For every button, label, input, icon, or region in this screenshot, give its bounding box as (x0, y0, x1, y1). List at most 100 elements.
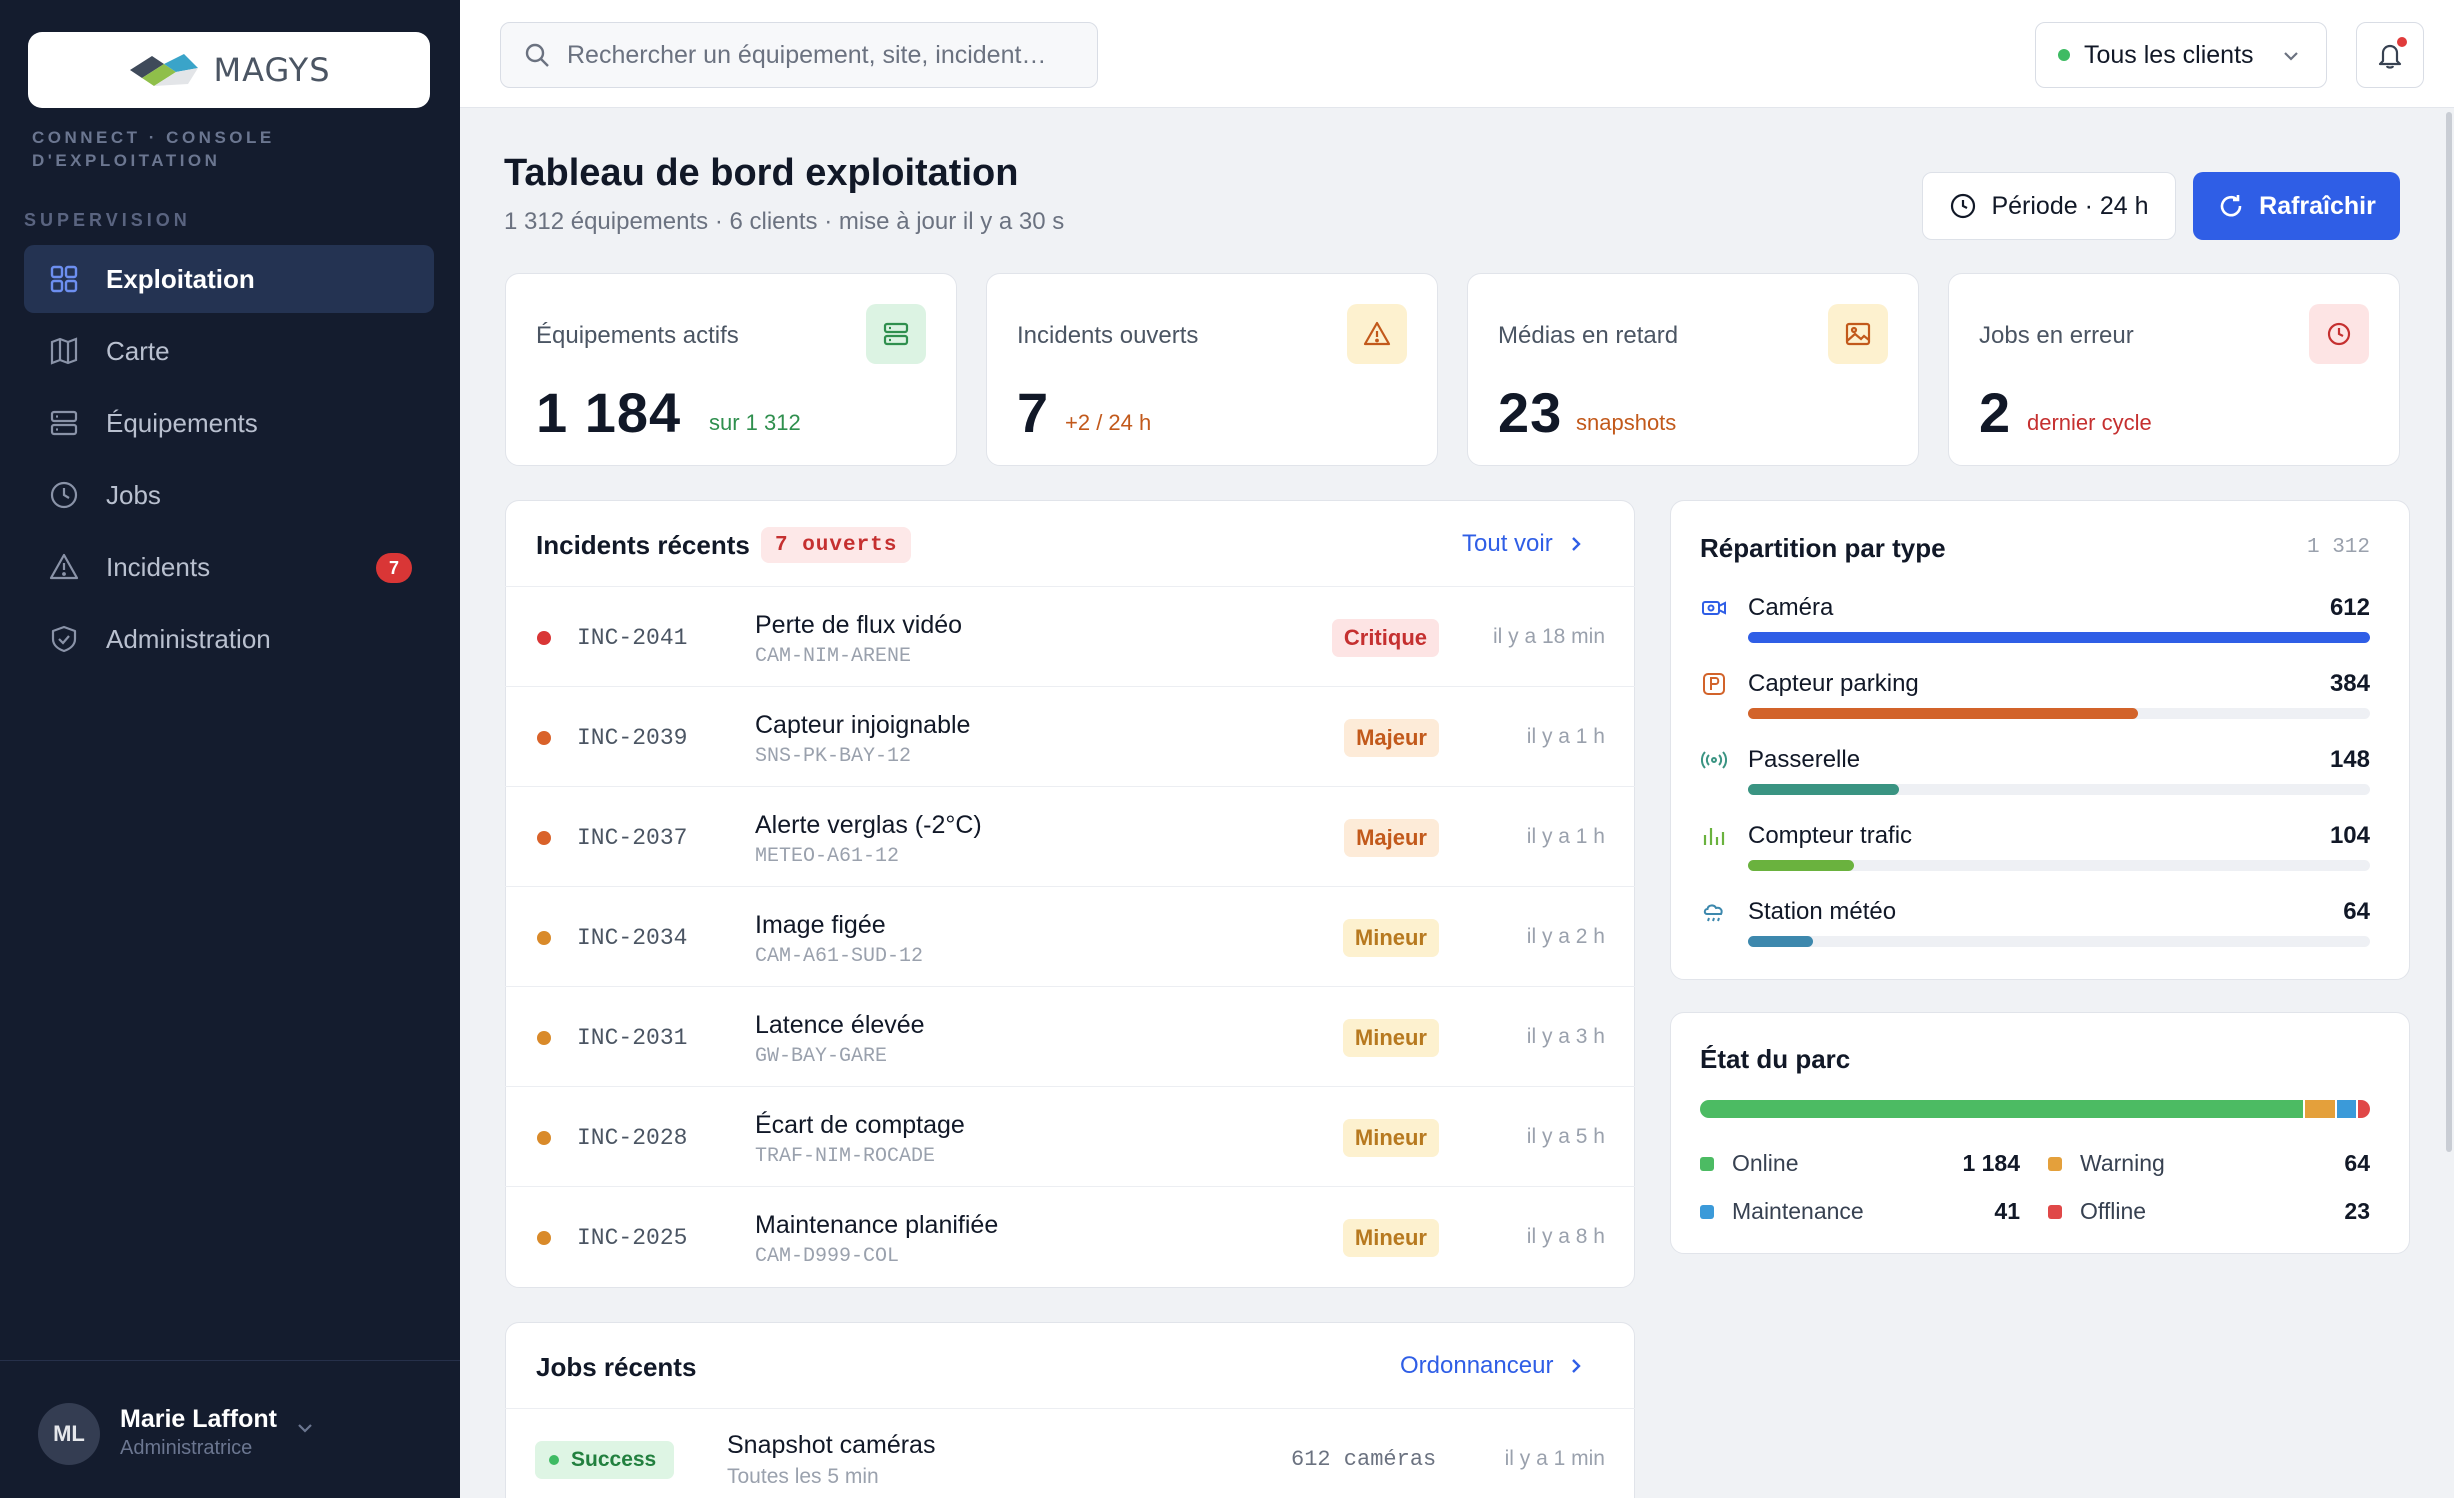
severity-dot (537, 1031, 551, 1045)
kpi-card-active-equipment[interactable]: Équipements actifs 1 184 sur 1 312 (505, 273, 957, 466)
severity-badge: Majeur (1344, 719, 1439, 757)
incidents-panel (505, 500, 1635, 1288)
legend-label: Maintenance (1732, 1198, 1864, 1224)
incident-code: INC-2041 (577, 625, 688, 651)
incident-asset: CAM-A61-SUD-12 (755, 945, 924, 968)
incident-title: Alerte verglas (-2°C) (755, 811, 982, 839)
kpi-card-late-media[interactable]: Médias en retard 23 snapshots (1467, 273, 1919, 466)
scheduler-link[interactable]: Ordonnanceur (1400, 1352, 1585, 1380)
kpi-card-open-incidents[interactable]: Incidents ouverts 7 +2 / 24 h (986, 273, 1438, 466)
type-bar-fill (1748, 632, 2370, 643)
parking-icon (1700, 670, 1728, 698)
legend-warning: Warning (2048, 1150, 2165, 1177)
sidebar-item-exploitation[interactable]: Exploitation (24, 245, 434, 313)
legend-swatch (1700, 1156, 1714, 1171)
legend-value: 23 (2344, 1198, 2370, 1224)
search-icon (525, 43, 549, 67)
jobs-title: Jobs récents (536, 1352, 697, 1382)
sidebar-item-incidents[interactable]: Incidents 7 (24, 533, 434, 601)
search-box[interactable] (500, 22, 1098, 88)
bell-icon (2378, 44, 2402, 69)
legend-online: Online (1700, 1150, 1798, 1177)
kpi-card-job-errors[interactable]: Jobs en erreur 2 dernier cycle (1948, 273, 2400, 466)
incident-row[interactable]: INC-2041 Perte de flux vidéo CAM-NIM-ARENE… (505, 586, 1635, 686)
sidebar-item-jobs[interactable]: Jobs (24, 461, 434, 529)
brand-logo[interactable]: MAGYS (28, 32, 430, 108)
client-filter-value: Tous les clients (2084, 40, 2254, 69)
legend-value: 64 (2344, 1150, 2370, 1176)
incident-row[interactable]: INC-2028 Écart de comptage TRAF-NIM-ROCADE… (505, 1086, 1635, 1186)
notifications-button[interactable] (2356, 22, 2424, 88)
incident-row[interactable]: INC-2031 Latence élevée GW-BAY-GARE Mineur i… (505, 986, 1635, 1086)
legend-label: Offline (2080, 1198, 2147, 1224)
type-row[interactable]: Station météo 64 (1700, 898, 2370, 962)
severity-badge: Critique (1331, 619, 1439, 657)
sidebar-item-administration[interactable]: Administration (24, 605, 434, 673)
sidebar-item-carte[interactable]: Carte (24, 317, 434, 385)
user-menu[interactable]: ML Marie Laffont Administratrice (0, 1360, 460, 1498)
see-all-incidents-link[interactable]: Tout voir (1462, 530, 1585, 558)
sidebar-item-equipements[interactable]: Équipements (24, 389, 434, 457)
type-row[interactable]: Capteur parking 384 (1700, 670, 2370, 734)
fleet-status-panel (1670, 1012, 2410, 1254)
kpi-value: 7 (1017, 381, 1050, 444)
kpi-label: Médias en retard (1498, 322, 1679, 349)
legend-label: Online (1732, 1150, 1799, 1176)
incident-asset: METEO-A61-12 (755, 845, 900, 868)
type-bar-track (1748, 860, 2370, 871)
type-row[interactable]: Caméra 612 (1700, 594, 2370, 658)
type-bar-fill (1748, 936, 1814, 947)
incident-row[interactable]: INC-2039 Capteur injoignable SNS-PK-BAY-12… (505, 686, 1635, 786)
search-input[interactable] (567, 40, 1067, 70)
job-status-badge: Success (535, 1441, 675, 1479)
status-dot (2058, 49, 2070, 61)
type-count: 104 (2329, 822, 2370, 849)
page-scrollbar[interactable] (2446, 112, 2452, 1152)
type-row[interactable]: Compteur trafic 104 (1700, 822, 2370, 886)
incident-code: INC-2025 (577, 1225, 688, 1251)
server-icon (866, 304, 926, 364)
incidents-count-badge: 7 (376, 553, 412, 583)
job-time: il y a 1 min (1504, 1447, 1605, 1470)
type-total: 1 312 (2306, 536, 2370, 559)
incident-row[interactable]: INC-2037 Alerte verglas (-2°C) METEO-A61-1… (505, 786, 1635, 886)
incident-code: INC-2034 (577, 925, 688, 951)
sidebar-item-label: Jobs (106, 479, 161, 510)
incident-code: INC-2039 (577, 725, 688, 751)
refresh-button[interactable]: Rafraîchir (2193, 172, 2400, 240)
camera-icon (1700, 594, 1728, 622)
period-button[interactable]: Période · 24 h (1922, 172, 2176, 240)
incident-asset: TRAF-NIM-ROCADE (755, 1145, 936, 1168)
job-row[interactable]: Success Snapshot caméras Toutes les 5 mi… (505, 1408, 1635, 1498)
page-subtitle: 1 312 équipements · 6 clients · mise à j… (504, 208, 1065, 235)
incidents-title: Incidents récents (536, 530, 750, 560)
severity-badge: Mineur (1342, 1019, 1439, 1057)
incident-row[interactable]: INC-2025 Maintenance planifiée CAM-D999-CO… (505, 1186, 1635, 1286)
legend-value: 1 184 (1962, 1150, 2020, 1176)
type-name: Station météo (1748, 898, 1897, 925)
incident-code: INC-2028 (577, 1125, 688, 1151)
incident-time: il y a 1 h (1526, 725, 1605, 748)
type-name: Passerelle (1748, 746, 1861, 773)
type-count: 612 (2329, 594, 2370, 621)
client-filter-select[interactable]: Tous les clients (2035, 22, 2327, 88)
type-name: Compteur trafic (1748, 822, 1913, 849)
job-status-label: Success (571, 1448, 657, 1471)
incident-asset: GW-BAY-GARE (755, 1045, 888, 1068)
link-label: Tout voir (1462, 530, 1553, 557)
type-name: Caméra (1748, 594, 1834, 621)
type-bar-track (1748, 784, 2370, 795)
legend-maintenance: Maintenance (1700, 1198, 1864, 1225)
incident-row[interactable]: INC-2034 Image figée CAM-A61-SUD-12 Mineur i… (505, 886, 1635, 986)
type-bar-fill (1748, 860, 1854, 871)
type-row[interactable]: Passerelle 148 (1700, 746, 2370, 810)
incident-asset: SNS-PK-BAY-12 (755, 745, 912, 768)
fleet-segment-warning (2304, 1100, 2338, 1118)
fleet-segment-maintenance (2337, 1100, 2359, 1118)
incident-time: il y a 18 min (1492, 625, 1605, 648)
severity-badge: Mineur (1342, 1219, 1439, 1257)
period-label: Période · 24 h (1991, 191, 2149, 220)
severity-dot (537, 831, 551, 845)
severity-dot (537, 731, 551, 745)
sidebar-item-label: Exploitation (106, 263, 255, 294)
